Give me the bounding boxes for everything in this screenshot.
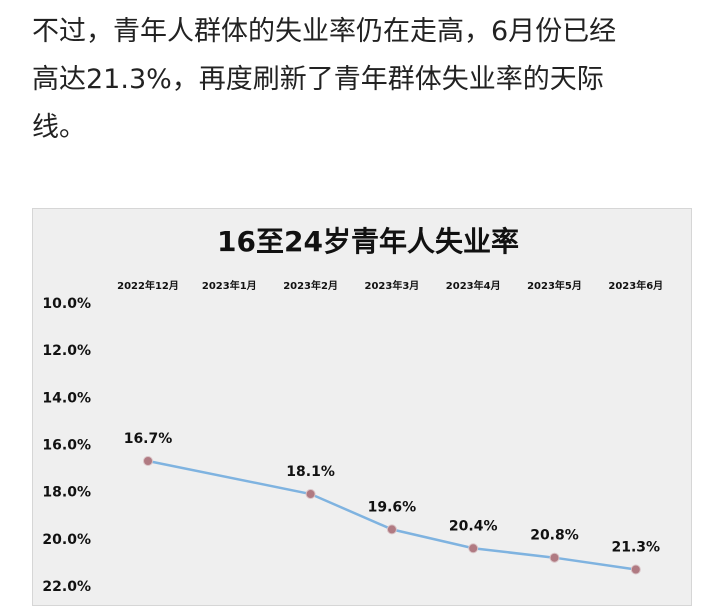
data-point-label: 19.6% <box>368 499 417 515</box>
data-point-label: 20.4% <box>449 518 498 534</box>
x-tick-label: 2022年12月 <box>117 279 179 292</box>
y-axis-ticks: 10.0% 12.0% 14.0% 16.0% 18.0% 20.0% 22.0% <box>42 296 91 595</box>
x-tick-label: 2023年3月 <box>365 279 420 292</box>
x-tick-label: 2023年2月 <box>283 279 338 292</box>
y-tick-label: 22.0% <box>42 579 91 595</box>
data-point-marker <box>143 456 153 467</box>
line-chart: 16至24岁青年人失业率 2022年12月 2023年1月 2023年2月 2023年… <box>42 225 663 595</box>
data-point-label: 21.3% <box>612 539 661 555</box>
x-tick-label: 2023年5月 <box>527 279 582 292</box>
data-point-label: 20.8% <box>530 528 579 544</box>
chart-title: 16至24岁青年人失业率 <box>217 225 519 258</box>
x-axis-ticks: 2022年12月 2023年1月 2023年2月 2023年3月 2023年4月 2023… <box>117 279 663 292</box>
data-point-marker <box>630 564 641 575</box>
unemployment-series-line <box>147 459 636 571</box>
y-tick-label: 20.0% <box>42 532 91 548</box>
data-labels: 16.7% 18.1% 19.6% 20.4% 20.8% 21.3% <box>124 431 660 555</box>
y-tick-label: 16.0% <box>42 438 91 454</box>
y-tick-label: 14.0% <box>42 390 91 406</box>
x-tick-label: 2023年1月 <box>202 279 257 292</box>
y-tick-label: 12.0% <box>42 343 91 359</box>
data-point-marker <box>305 489 316 500</box>
y-tick-label: 10.0% <box>42 296 91 312</box>
data-markers <box>143 456 641 575</box>
x-tick-label: 2023年4月 <box>446 279 501 292</box>
x-tick-label: 2023年6月 <box>608 279 663 292</box>
data-point-label: 16.7% <box>124 431 173 447</box>
data-point-marker <box>549 552 560 563</box>
chart-container: 16至24岁青年人失业率 2022年12月 2023年1月 2023年2月 2023年… <box>32 208 692 606</box>
data-point-marker <box>468 543 479 554</box>
data-point-marker <box>386 524 397 535</box>
data-point-label: 18.1% <box>286 464 335 480</box>
y-tick-label: 18.0% <box>42 485 91 501</box>
article-paragraph: 不过，青年人群体的失业率仍在走高，6月份已经 高达21.3%，再度刷新了青年群体… <box>32 16 617 143</box>
